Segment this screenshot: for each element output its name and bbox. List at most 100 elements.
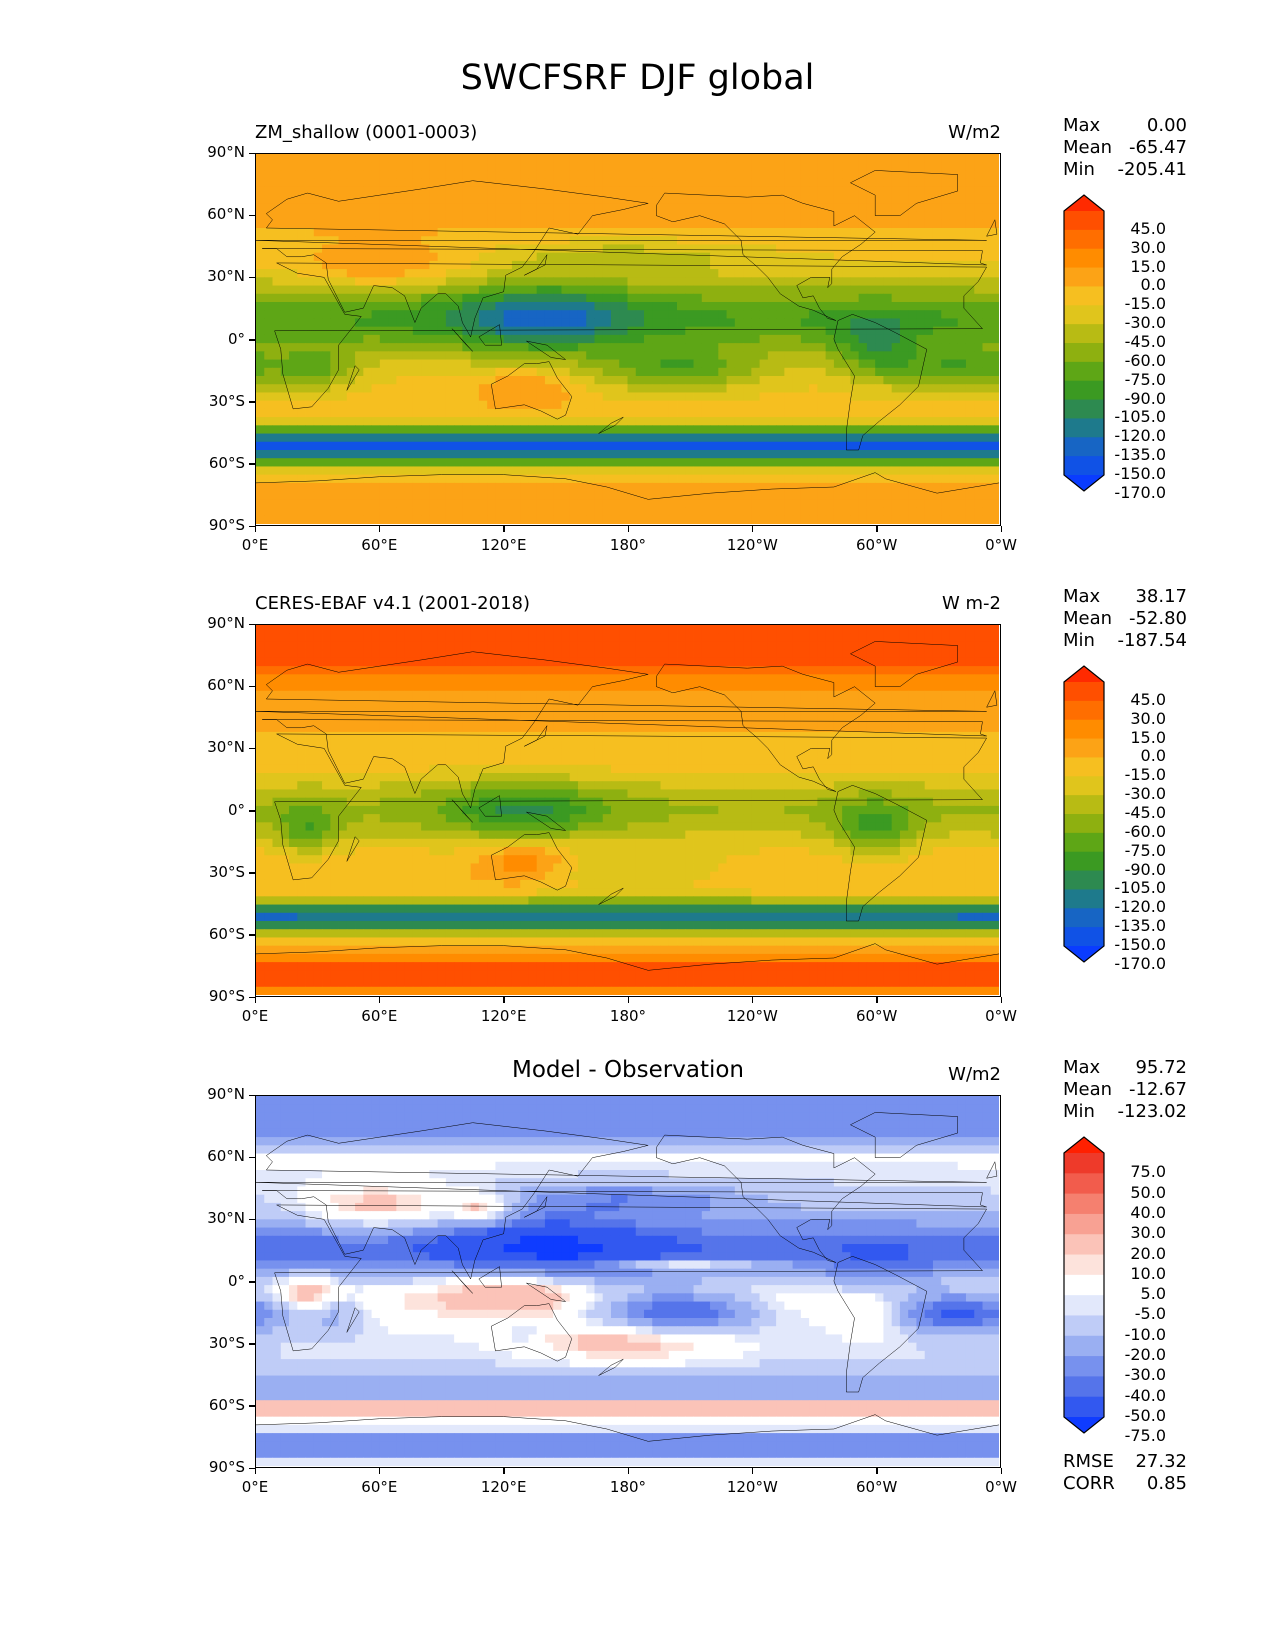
heatmap-cell [759,474,769,484]
heatmap-cell [825,244,835,254]
heatmap-cell [536,244,546,254]
heatmap-cell [520,318,529,328]
stat-max: Max 0.00 [1063,115,1187,137]
heatmap-cell [355,507,364,517]
heatmap-cell [627,482,637,492]
heatmap-cell [544,641,554,651]
heatmap-cell [726,351,736,360]
heatmap-cell [866,285,876,295]
heatmap-cell [924,334,934,344]
heatmap-cell [520,154,529,163]
heatmap-cell [767,507,777,517]
heatmap-cell [553,318,562,328]
heatmap-cell [710,203,719,212]
heatmap-cell [685,269,694,278]
heatmap-cell [272,359,282,369]
heatmap-cell [346,641,356,651]
heatmap-cell [272,633,282,642]
heatmap-cell [949,219,959,229]
heatmap-cell [577,302,587,311]
heatmap-cell [751,219,761,229]
heatmap-cell [627,458,637,467]
heatmap-cell [949,285,959,295]
heatmap-cell [784,384,794,393]
heatmap-cell [825,674,835,683]
heatmap-cell [297,417,306,426]
heatmap-cell [289,318,298,328]
heatmap-cell [297,633,306,642]
heatmap-cell [825,211,835,221]
heatmap-cell [726,425,736,434]
heatmap-cell [619,417,628,426]
heatmap-cell [899,441,909,451]
heatmap-cell [297,392,306,402]
heatmap-cell [330,219,339,229]
heatmap-cell [454,433,463,443]
heatmap-cell [949,186,959,196]
heatmap-cell [809,491,818,500]
heatmap-cell [280,699,290,708]
heatmap-cell [908,195,917,204]
heatmap-cell [891,302,901,311]
heatmap-cell [470,384,480,393]
heatmap-cell [280,482,290,492]
heatmap-cell [734,474,744,484]
heatmap-cell [817,657,827,667]
heatmap-cell [520,641,529,651]
heatmap-cell [495,507,505,517]
heatmap-cell [932,384,942,393]
heatmap-cell [842,244,851,254]
heatmap-cell [677,252,686,262]
heatmap-cell [949,203,959,212]
heatmap-cell [404,170,414,180]
heatmap-cell [363,302,372,311]
heatmap-cell [710,384,719,393]
heatmap-cell [668,162,678,171]
heatmap-cell [478,178,488,188]
heatmap-cell [313,690,323,700]
heatmap-cell [883,277,893,286]
heatmap-cell [478,690,488,700]
heatmap-cell [412,211,422,221]
heatmap-cell [718,515,727,524]
heatmap-cell [355,228,364,237]
heatmap-cell [487,195,496,204]
heatmap-cell [957,269,967,278]
heatmap-cell [363,162,372,171]
heatmap-cell [685,285,694,295]
heatmap-cell [429,211,439,221]
heatmap-cell [875,666,884,675]
heatmap-cell [710,474,719,484]
heatmap-cell [957,170,967,180]
heatmap-cell [478,384,488,393]
heatmap-cell [272,392,282,402]
heatmap-cell [858,269,868,278]
heatmap-cell [924,252,934,262]
heatmap-cell [429,641,439,651]
heatmap-cell [569,690,579,700]
heatmap-cell [924,392,934,402]
heatmap-cell [965,657,975,667]
heatmap-cell [858,384,868,393]
heatmap-cell [916,186,926,196]
heatmap-cell [412,277,422,286]
heatmap-cell [297,293,306,303]
heatmap-cell [767,285,777,295]
heatmap-cell [899,466,909,476]
heatmap-cell [371,162,381,171]
heatmap-cell [883,269,893,278]
heatmap-cell [908,252,917,262]
heatmap-cell [272,186,282,196]
heatmap-cell [264,367,273,377]
heatmap-cell [685,625,694,634]
heatmap-cell [949,400,959,410]
heatmap-cell [610,499,620,508]
heatmap-cell [883,170,893,180]
heatmap-cell [726,186,736,196]
heatmap-cell [577,326,587,336]
heatmap-cell [710,392,719,402]
heatmap-cell [569,633,579,642]
heatmap-cell [322,482,331,492]
heatmap-cell [412,162,422,171]
heatmap-cell [346,302,356,311]
